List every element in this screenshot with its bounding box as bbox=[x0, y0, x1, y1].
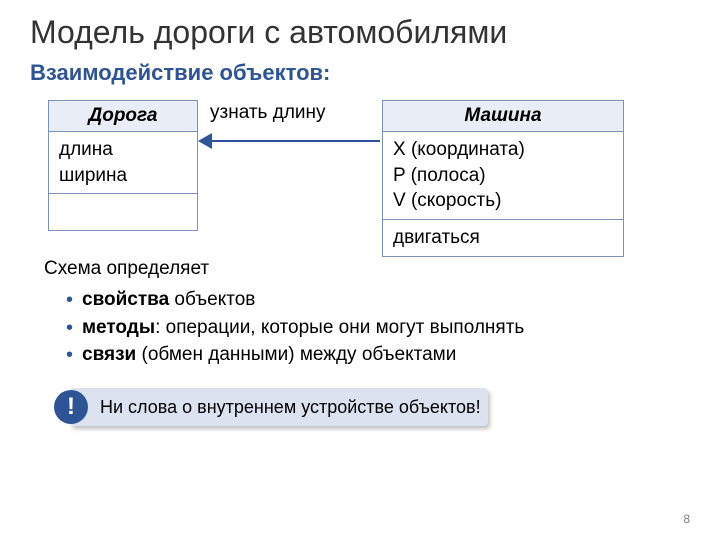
callout-text: Ни слова о внутреннем устройстве объекто… bbox=[100, 397, 481, 418]
exclamation-glyph: ! bbox=[67, 393, 75, 421]
bullet-3: связи (обмен данными) между объектами bbox=[66, 341, 524, 369]
uml-table-car: Машина X (координата) P (полоса) V (скор… bbox=[382, 100, 624, 257]
arrow-line bbox=[200, 140, 380, 142]
car-attr-2: P (полоса) bbox=[393, 165, 486, 186]
uml-attrs-road: длина ширина bbox=[49, 132, 198, 194]
car-attr-3: V (скорость) bbox=[393, 190, 501, 211]
bullet-3-rest: (обмен данными) между объектами bbox=[136, 344, 456, 365]
car-attr-1: X (координата) bbox=[393, 139, 525, 160]
page-subtitle: Взаимодействие объектов: bbox=[30, 60, 330, 86]
arrow-label: узнать длину bbox=[210, 102, 326, 124]
bullet-2-rest: : операции, которые они могут выполнять bbox=[155, 317, 524, 338]
note-callout: ! Ни слова о внутреннем устройстве объек… bbox=[70, 388, 488, 426]
road-attr-1: длина bbox=[59, 139, 113, 160]
schema-bullets: свойства объектов методы: операции, кото… bbox=[66, 286, 524, 369]
association-arrow bbox=[200, 128, 380, 154]
uml-methods-car: двигаться bbox=[383, 219, 624, 256]
bullet-2-keyword: методы bbox=[82, 317, 155, 338]
uml-header-car: Машина bbox=[383, 101, 624, 132]
bullet-2: методы: операции, которые они могут выпо… bbox=[66, 314, 524, 342]
uml-methods-road bbox=[49, 194, 198, 231]
schema-lead: Схема определяет bbox=[44, 258, 209, 280]
exclamation-icon: ! bbox=[54, 390, 88, 424]
bullet-1-rest: объектов bbox=[169, 289, 255, 310]
uml-header-road: Дорога bbox=[49, 101, 198, 132]
page-title: Модель дороги с автомобилями bbox=[30, 14, 507, 51]
road-attr-2: ширина bbox=[59, 165, 127, 186]
uml-attrs-car: X (координата) P (полоса) V (скорость) bbox=[383, 132, 624, 220]
bullet-1: свойства объектов bbox=[66, 286, 524, 314]
uml-table-road: Дорога длина ширина bbox=[48, 100, 198, 231]
bullet-1-keyword: свойства bbox=[82, 289, 169, 310]
page-number: 8 bbox=[683, 512, 690, 526]
arrow-head-icon bbox=[198, 133, 212, 149]
bullet-3-keyword: связи bbox=[82, 344, 136, 365]
